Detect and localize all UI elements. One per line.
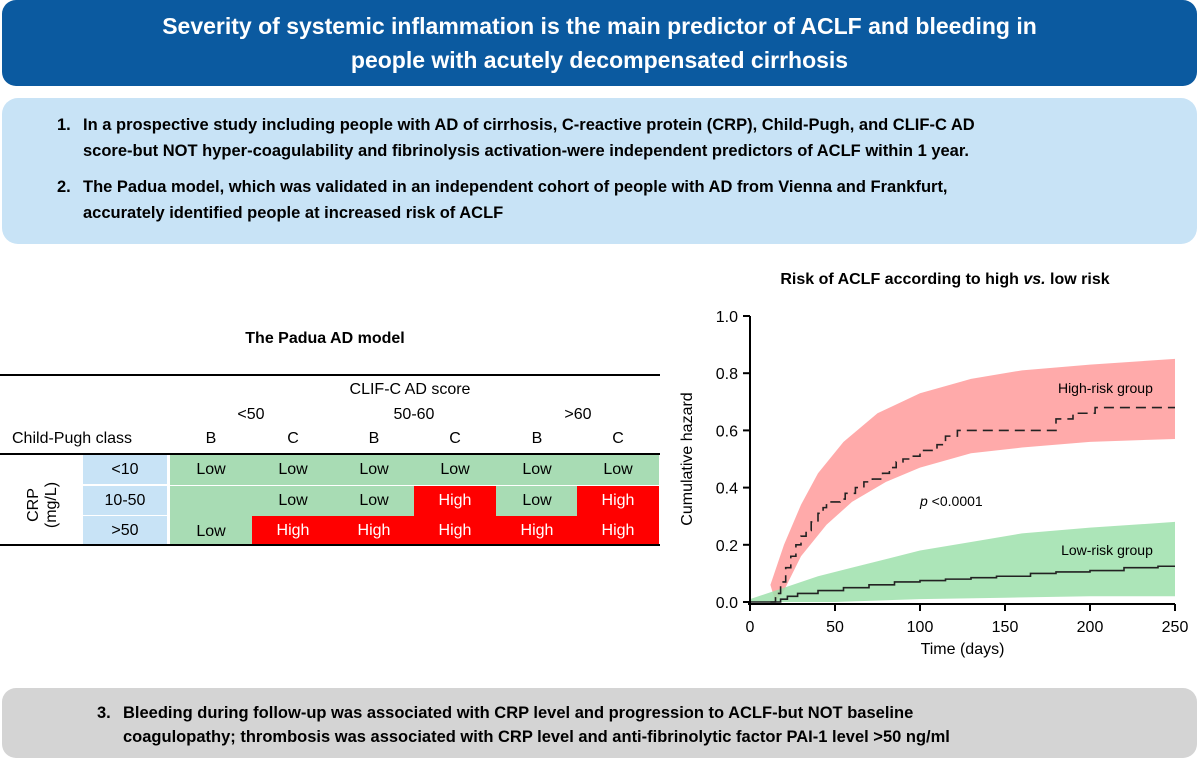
finding-text: The Padua model, which was validated in … bbox=[83, 174, 948, 226]
finding-line: coagulopathy; thrombosis was associated … bbox=[123, 728, 950, 746]
risk-cell-low: Low bbox=[414, 455, 496, 485]
table-header-rule bbox=[0, 453, 660, 455]
crp-level: >50 bbox=[83, 516, 167, 544]
chart-title: Risk of ACLF according to high vs. low r… bbox=[690, 271, 1200, 289]
risk-cell-high: High bbox=[414, 486, 496, 516]
risk-cell-high: High bbox=[577, 486, 659, 516]
crp-level: <10 bbox=[83, 455, 167, 484]
class-label: C bbox=[449, 430, 461, 447]
bottom-finding-box: 3. Bleeding during follow-up was associa… bbox=[2, 688, 1197, 758]
p-value-annotation: p <0.0001 bbox=[919, 493, 983, 509]
finding-line: The Padua model, which was validated in … bbox=[83, 178, 948, 196]
crp-axis-label: CRP (mg/L) bbox=[25, 460, 61, 550]
class-label: C bbox=[612, 430, 624, 447]
y-axis-label: Cumulative hazard bbox=[679, 392, 696, 525]
score-header: CLIF-C AD score bbox=[349, 381, 471, 398]
model-title: The Padua AD model bbox=[245, 330, 405, 347]
series-step-line bbox=[750, 565, 1175, 603]
y-tick-label: 0.6 bbox=[716, 423, 738, 440]
chart-title-part1: Risk of ACLF according to high bbox=[780, 271, 1024, 288]
risk-cell-high: High bbox=[333, 516, 415, 544]
x-tick-label: 50 bbox=[826, 619, 844, 636]
finding-text: Bleeding during follow-up was associated… bbox=[123, 701, 950, 749]
title-line-1: Severity of systemic inflammation is the… bbox=[162, 13, 1037, 39]
score-group-label: <50 bbox=[237, 406, 265, 423]
risk-cell-high: High bbox=[252, 516, 334, 544]
x-tick-label: 150 bbox=[992, 619, 1019, 636]
risk-cell-high: High bbox=[577, 516, 659, 544]
finding-3: 3. Bleeding during follow-up was associa… bbox=[97, 701, 1167, 749]
finding-line: In a prospective study including people … bbox=[83, 116, 975, 134]
series-label: High-risk group bbox=[1058, 380, 1153, 396]
table-bottom-rule bbox=[0, 544, 660, 546]
p-symbol: p bbox=[919, 493, 928, 509]
class-label: B bbox=[205, 430, 217, 447]
crp-label-line: (mg/L) bbox=[43, 481, 60, 529]
risk-cell-low: Low bbox=[333, 455, 415, 485]
finding-line: accurately identified people at increase… bbox=[83, 204, 504, 222]
finding-number: 3. bbox=[97, 704, 111, 722]
cumulative-hazard-chart: 0.0 0.2 0.4 0.6 0.8 1.0 0 50 100 150 200 250 Time (d… bbox=[679, 309, 1189, 658]
risk-cell-low: Low bbox=[252, 486, 334, 516]
risk-cell-low: Low bbox=[170, 486, 252, 544]
score-group-label: >60 bbox=[564, 406, 592, 423]
risk-cell-low: Low bbox=[333, 486, 415, 516]
crp-level: 10-50 bbox=[83, 486, 167, 515]
risk-cell-low: Low bbox=[252, 455, 334, 485]
x-tick-label: 0 bbox=[746, 619, 755, 636]
x-axis-label: Time (days) bbox=[921, 641, 1005, 658]
risk-cell-high: High bbox=[496, 516, 578, 544]
risk-cell-high: High bbox=[414, 516, 496, 544]
chart-title-part2: low risk bbox=[1045, 271, 1110, 288]
confidence-band bbox=[770, 358, 1175, 602]
class-label: C bbox=[287, 430, 299, 447]
finding-number: 1. bbox=[57, 116, 71, 134]
row-header: Child-Pugh class bbox=[12, 430, 133, 447]
score-group-label: 50-60 bbox=[393, 406, 435, 423]
class-label: B bbox=[531, 430, 543, 447]
finding-1: 1. In a prospective study including peop… bbox=[57, 112, 1157, 164]
crp-label-line: CRP bbox=[25, 488, 42, 522]
finding-number: 2. bbox=[57, 178, 71, 196]
series-step-line bbox=[770, 406, 1175, 603]
p-value: <0.0001 bbox=[928, 493, 983, 509]
risk-cell-low: Low bbox=[496, 486, 578, 516]
title-banner: Severity of systemic inflammation is the… bbox=[2, 0, 1197, 86]
chart-title-italic: vs. bbox=[1023, 271, 1046, 288]
y-tick-label: 0.0 bbox=[716, 595, 738, 612]
finding-2: 2. The Padua model, which was validated … bbox=[57, 174, 1157, 226]
risk-cell-low: Low bbox=[170, 455, 252, 485]
finding-text: In a prospective study including people … bbox=[83, 112, 975, 164]
class-label: B bbox=[368, 430, 380, 447]
y-tick-label: 1.0 bbox=[716, 309, 738, 326]
title-line-2: people with acutely decompensated cirrho… bbox=[350, 47, 849, 73]
y-tick-label: 0.4 bbox=[716, 481, 738, 498]
y-tick-label: 0.2 bbox=[716, 538, 738, 555]
series-label: Low-risk group bbox=[1061, 542, 1153, 558]
x-tick-label: 100 bbox=[907, 619, 934, 636]
x-tick-label: 200 bbox=[1077, 619, 1104, 636]
findings-box: 1. In a prospective study including peop… bbox=[2, 98, 1197, 244]
x-tick-label: 250 bbox=[1162, 619, 1189, 636]
table-top-rule bbox=[0, 374, 660, 376]
finding-line: score-but NOT hyper-coagulability and fi… bbox=[83, 142, 969, 160]
finding-line: Bleeding during follow-up was associated… bbox=[123, 704, 914, 722]
confidence-band bbox=[750, 521, 1175, 602]
risk-cell-low: Low bbox=[496, 455, 578, 485]
y-tick-label: 0.8 bbox=[716, 366, 738, 383]
risk-cell-low: Low bbox=[577, 455, 659, 485]
